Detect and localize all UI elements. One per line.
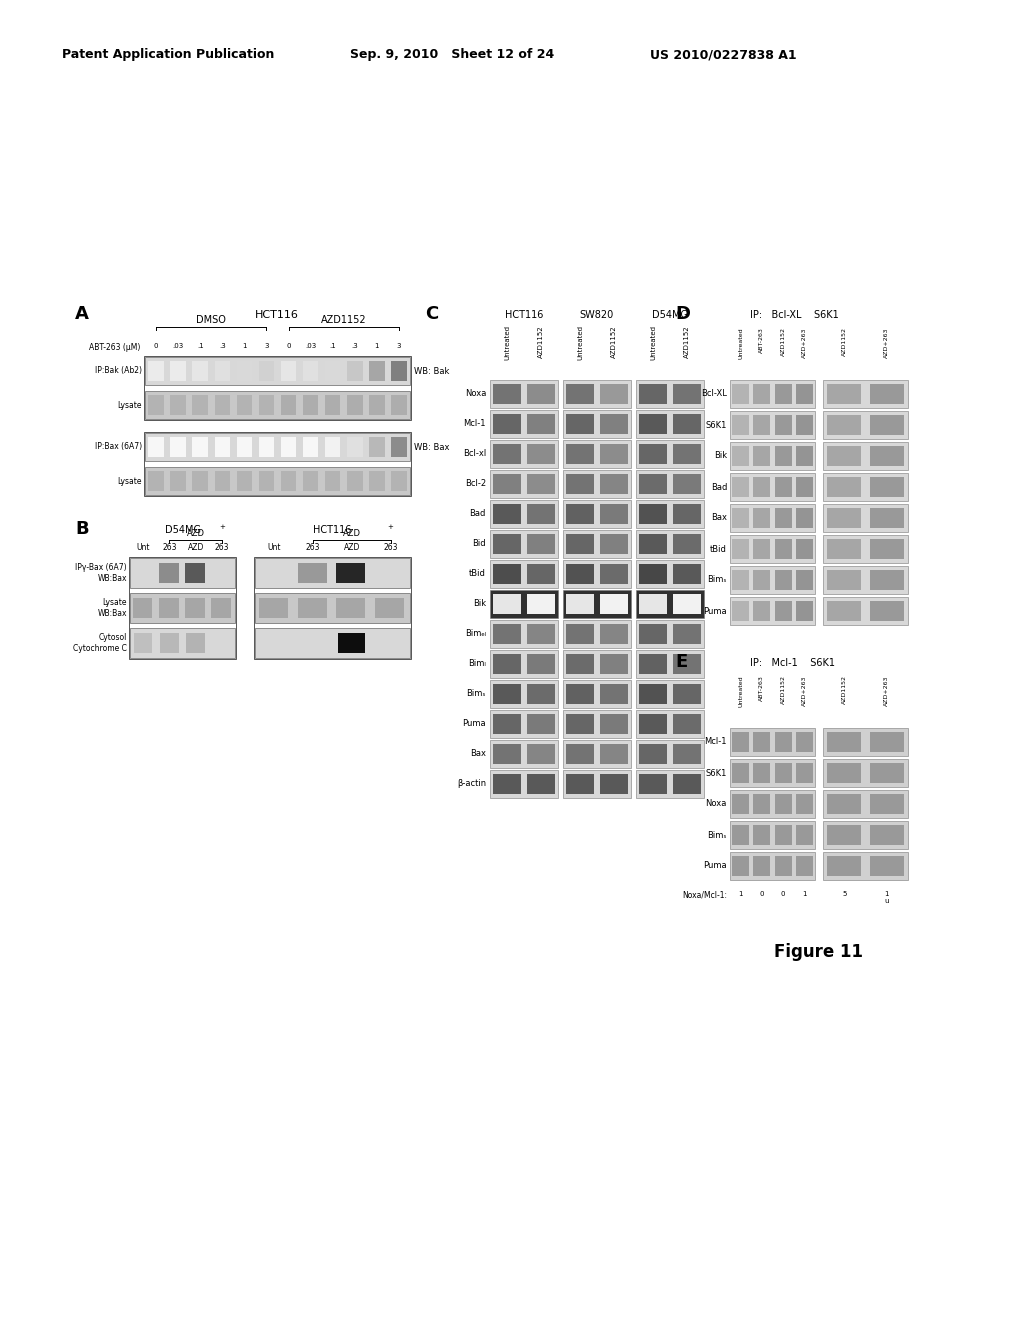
- Bar: [600, 684, 628, 704]
- Text: Lysate
WB:Bax: Lysate WB:Bax: [97, 598, 127, 618]
- Bar: [774, 795, 792, 814]
- Text: Untreated: Untreated: [738, 675, 743, 706]
- Text: Patent Application Publication: Patent Application Publication: [62, 48, 274, 61]
- Bar: [754, 477, 770, 498]
- Text: Puma: Puma: [703, 606, 727, 615]
- Text: D: D: [675, 305, 690, 323]
- Bar: [827, 539, 861, 558]
- Bar: [566, 624, 594, 644]
- Text: Unt: Unt: [267, 543, 282, 552]
- Bar: [869, 763, 904, 783]
- Bar: [732, 384, 750, 404]
- Bar: [494, 504, 520, 524]
- Bar: [193, 471, 208, 491]
- Bar: [869, 570, 904, 590]
- Bar: [732, 539, 750, 558]
- Bar: [774, 477, 792, 498]
- Bar: [563, 380, 631, 408]
- Bar: [823, 729, 908, 756]
- Bar: [754, 446, 770, 466]
- Bar: [639, 653, 667, 675]
- Bar: [754, 795, 770, 814]
- Bar: [869, 825, 904, 845]
- Text: IP:   Bcl-XL    S6K1: IP: Bcl-XL S6K1: [750, 310, 839, 319]
- Text: Bimₗ: Bimₗ: [468, 660, 486, 668]
- Bar: [527, 653, 555, 675]
- Bar: [215, 395, 230, 414]
- Text: IPγ-Bax (6A7)
WB:Bax: IPγ-Bax (6A7) WB:Bax: [76, 564, 127, 582]
- Bar: [754, 733, 770, 752]
- Bar: [639, 594, 667, 614]
- Text: 3: 3: [264, 343, 268, 348]
- Text: Bimₛ: Bimₛ: [467, 689, 486, 698]
- Bar: [298, 598, 327, 618]
- Bar: [600, 774, 628, 795]
- Bar: [494, 414, 520, 434]
- Bar: [674, 684, 700, 704]
- Bar: [639, 384, 667, 404]
- Bar: [259, 471, 274, 491]
- Bar: [255, 593, 410, 623]
- Bar: [185, 598, 205, 618]
- Bar: [347, 360, 362, 381]
- Bar: [796, 384, 813, 404]
- Bar: [823, 535, 908, 564]
- Bar: [144, 356, 411, 420]
- Bar: [527, 384, 555, 404]
- Bar: [732, 508, 750, 528]
- Bar: [754, 855, 770, 876]
- Text: S6K1: S6K1: [706, 768, 727, 777]
- Text: 263: 263: [215, 543, 229, 552]
- Bar: [636, 770, 705, 799]
- Bar: [636, 680, 705, 708]
- Bar: [600, 414, 628, 434]
- Bar: [566, 535, 594, 554]
- Text: Untreated: Untreated: [504, 325, 510, 360]
- Bar: [527, 535, 555, 554]
- Text: Untreated: Untreated: [650, 325, 656, 360]
- Bar: [827, 477, 861, 498]
- Text: Bik: Bik: [714, 451, 727, 461]
- Text: AZD+263: AZD+263: [802, 327, 807, 358]
- Text: AZD+263: AZD+263: [885, 675, 889, 705]
- Bar: [494, 594, 520, 614]
- Bar: [215, 437, 230, 457]
- Text: Figure 11: Figure 11: [774, 942, 863, 961]
- Bar: [774, 446, 792, 466]
- Bar: [774, 384, 792, 404]
- Text: Bax: Bax: [470, 750, 486, 759]
- Bar: [160, 634, 178, 653]
- Bar: [796, 733, 813, 752]
- Bar: [259, 395, 274, 414]
- Text: WB: Bak: WB: Bak: [414, 367, 450, 375]
- Bar: [170, 360, 185, 381]
- Text: 1: 1: [375, 343, 379, 348]
- Text: Bad: Bad: [470, 510, 486, 519]
- Bar: [639, 535, 667, 554]
- Text: 263: 263: [306, 543, 321, 552]
- Text: IP:Bax (6A7): IP:Bax (6A7): [95, 442, 142, 451]
- Bar: [170, 471, 185, 491]
- Bar: [527, 594, 555, 614]
- Bar: [827, 825, 861, 845]
- Bar: [145, 433, 410, 461]
- Bar: [325, 395, 340, 414]
- Bar: [823, 597, 908, 624]
- Text: SW820: SW820: [580, 310, 614, 319]
- Bar: [566, 714, 594, 734]
- Bar: [303, 395, 318, 414]
- Bar: [639, 474, 667, 494]
- Bar: [732, 570, 750, 590]
- Text: Untreated: Untreated: [577, 325, 583, 360]
- Bar: [796, 825, 813, 845]
- Text: Bimₛ: Bimₛ: [708, 576, 727, 585]
- Bar: [211, 598, 231, 618]
- Bar: [639, 414, 667, 434]
- Bar: [369, 360, 385, 381]
- Bar: [869, 414, 904, 436]
- Bar: [754, 508, 770, 528]
- Bar: [869, 508, 904, 528]
- Bar: [490, 500, 558, 528]
- Bar: [754, 570, 770, 590]
- Bar: [130, 593, 234, 623]
